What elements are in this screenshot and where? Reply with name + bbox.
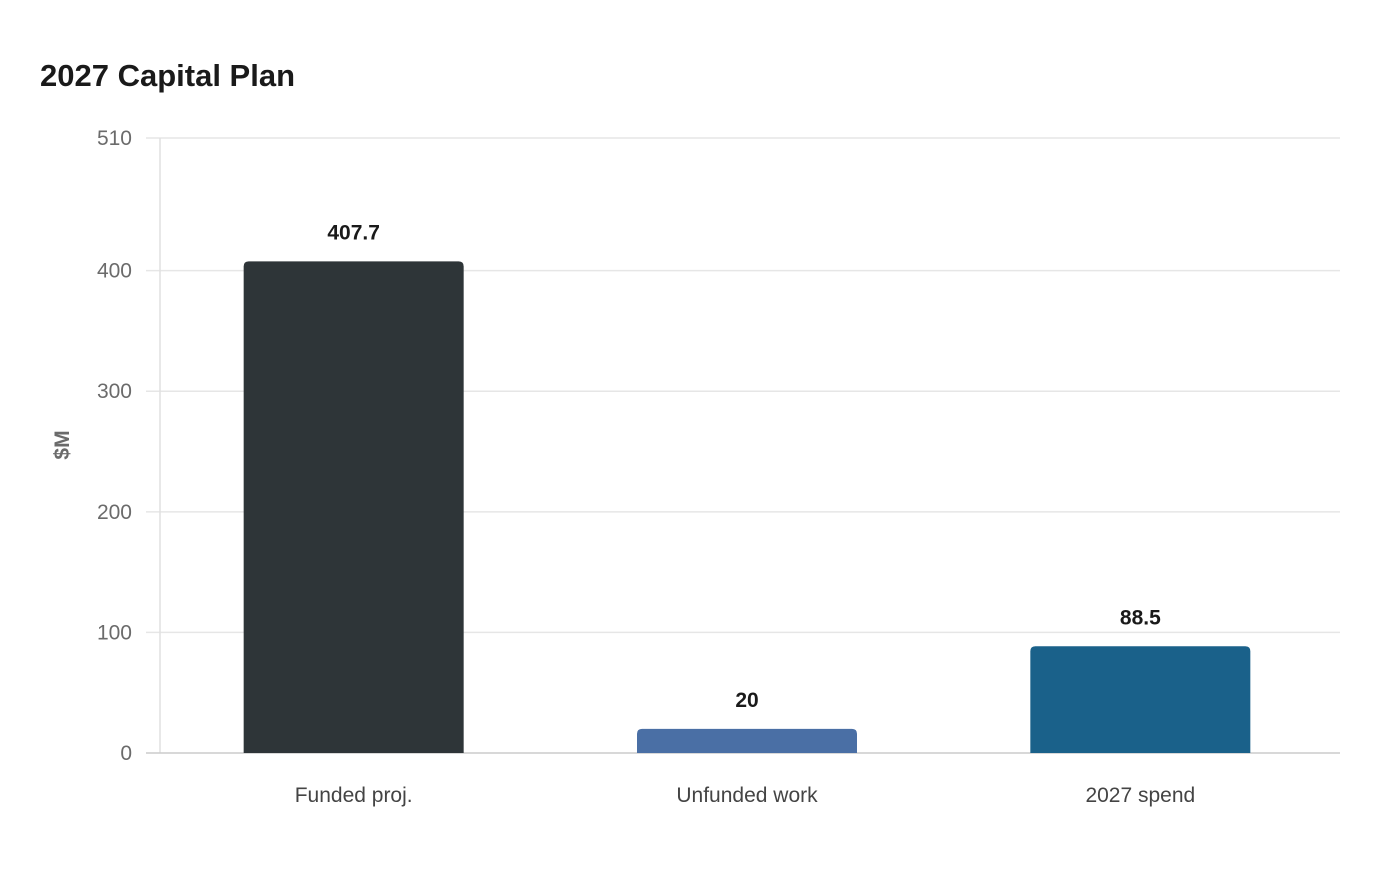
data-label: 88.5 [1120,606,1161,629]
data-label: 20 [735,689,758,712]
x-tick-label: Unfunded work [676,784,818,807]
x-tick-label: 2027 spend [1085,784,1195,807]
bar [1030,646,1251,753]
bar [637,728,857,753]
bar [243,261,464,753]
y-tick-label: 510 [97,127,132,150]
y-tick-label: 300 [97,380,132,403]
chart-title: 2027 Capital Plan [40,58,296,93]
y-tick-label: 0 [120,742,132,765]
bars [243,261,1251,753]
x-tick-label: Funded proj. [295,784,413,807]
y-tick-label: 400 [97,260,132,283]
data-label: 407.7 [327,221,380,244]
y-tick-label: 100 [97,621,132,644]
y-axis-title: $M [51,430,74,459]
y-tick-label: 200 [97,501,132,524]
labels: 0 100 200 300 400 510 407.7 Funded proj. 20 Unfun… [97,127,1195,807]
